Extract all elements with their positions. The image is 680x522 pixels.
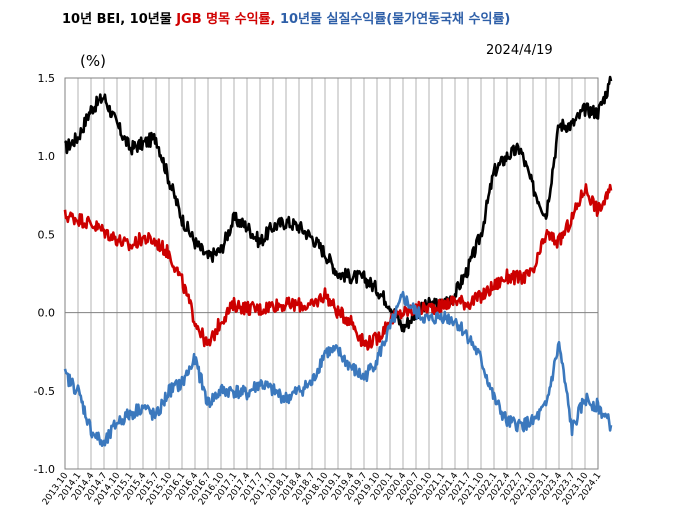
title-bei-part: 10년 BEI, 10년물 <box>62 12 177 27</box>
chart-title: 10년 BEI, 10년물 JGB 명목 수익률, 10년물 실질수익률(물가연… <box>62 8 510 27</box>
title-real-part: 10년물 실질수익률(물가연동국채 수익률) <box>275 12 511 27</box>
title-nominal-part: JGB 명목 수익률, <box>176 12 276 27</box>
y-tick-label: -0.5 <box>34 385 55 398</box>
plot-frame <box>64 77 599 470</box>
y-tick-label: -1.0 <box>34 463 55 476</box>
y-tick-label: 1.0 <box>38 150 56 163</box>
y-unit-label: (%) <box>80 52 106 70</box>
y-tick-label: 0.0 <box>38 307 56 320</box>
series-line-real <box>63 290 613 447</box>
y-tick-label: 0.5 <box>38 228 56 241</box>
y-tick-label: 1.5 <box>38 72 56 85</box>
series-line-bei <box>63 75 613 333</box>
date-label: 2024/4/19 <box>486 43 553 58</box>
series-line-nominal <box>63 183 613 351</box>
